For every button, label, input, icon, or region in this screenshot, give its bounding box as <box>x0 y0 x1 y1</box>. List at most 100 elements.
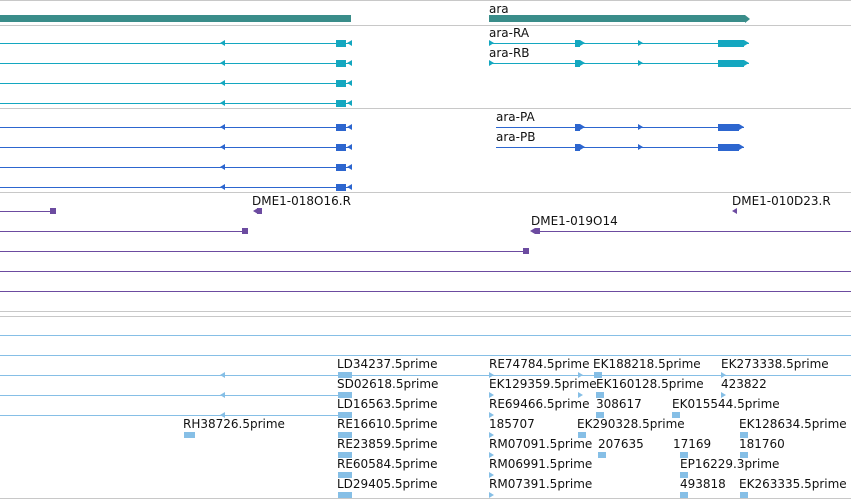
clone-line[interactable] <box>0 211 50 212</box>
est-label: RM06991.5prime <box>489 457 593 471</box>
est-label: RE23859.5prime <box>337 437 438 451</box>
transcript-line[interactable] <box>0 63 352 64</box>
est-mark <box>338 372 352 378</box>
exon-arrow-icon <box>220 124 225 130</box>
exon-arrow-icon <box>489 40 494 46</box>
est-label: RE74784.5prime <box>489 357 590 371</box>
exon-arrow-icon <box>489 60 494 66</box>
est-mark <box>680 472 688 478</box>
clone-end-block <box>50 208 56 214</box>
est-label: RE69466.5prime <box>489 397 590 411</box>
est-mark <box>338 492 352 498</box>
protein-line[interactable] <box>0 147 352 148</box>
exon-arrow-icon <box>347 60 352 66</box>
est-label: EK128634.5prime <box>739 417 847 431</box>
exon-block <box>336 164 346 171</box>
protein-label: ara-PB <box>496 130 536 144</box>
est-line[interactable] <box>0 395 352 396</box>
est-label: 207635 <box>598 437 644 451</box>
clone-line[interactable] <box>0 271 851 272</box>
est-arrow-icon <box>489 392 494 398</box>
transcript-line[interactable] <box>0 43 352 44</box>
clone-line[interactable] <box>540 231 851 232</box>
protein-line[interactable] <box>496 147 744 148</box>
est-label: 308617 <box>596 397 642 411</box>
protein-line[interactable] <box>0 127 352 128</box>
est-label: EK273338.5prime <box>721 357 829 371</box>
transcript-line[interactable] <box>0 103 352 104</box>
est-mark <box>680 452 688 458</box>
exon-arrow-icon <box>580 144 585 150</box>
est-mark <box>338 452 352 458</box>
est-arrow-icon <box>721 392 726 398</box>
est-arrow-icon <box>721 372 726 378</box>
est-arrow-icon <box>489 472 494 478</box>
exon-block <box>336 144 346 151</box>
est-mark <box>680 492 688 498</box>
est-arrow-icon <box>489 452 494 458</box>
clone-line[interactable] <box>0 291 851 292</box>
est-mark <box>740 452 748 458</box>
gene-label: ara <box>489 2 509 16</box>
est-label: EK290328.5prime <box>577 417 685 431</box>
exon-arrow-icon <box>580 40 585 46</box>
track-divider <box>0 316 851 317</box>
est-label: 493818 <box>680 477 726 491</box>
exon-block <box>575 60 580 67</box>
exon-arrow-icon <box>744 60 749 66</box>
est-arrow-icon <box>220 392 225 398</box>
est-line[interactable] <box>0 415 352 416</box>
exon-arrow-icon <box>220 40 225 46</box>
est-mark <box>338 392 352 398</box>
transcript-line[interactable] <box>0 83 352 84</box>
exon-block <box>718 144 739 151</box>
est-mark <box>338 412 352 418</box>
exon-arrow-icon <box>220 184 225 190</box>
est-label: RH38726.5prime <box>183 417 285 431</box>
est-mark <box>596 412 604 418</box>
exon-arrow-icon <box>739 144 744 150</box>
gene-feature-ara[interactable] <box>489 15 745 22</box>
track-divider <box>0 498 851 499</box>
est-line[interactable] <box>0 375 851 376</box>
exon-arrow-icon <box>347 40 352 46</box>
est-arrow-icon <box>220 412 225 418</box>
exon-block <box>336 40 346 47</box>
protein-line[interactable] <box>0 167 352 168</box>
transcript-line[interactable] <box>489 43 749 44</box>
est-label: LD16563.5prime <box>337 397 438 411</box>
gene-feature-left[interactable] <box>0 15 351 22</box>
transcript-label: ara-RB <box>489 46 530 60</box>
est-line[interactable] <box>0 335 851 336</box>
protein-line[interactable] <box>496 127 744 128</box>
exon-arrow-icon <box>347 124 352 130</box>
clone-end-block <box>523 248 529 254</box>
protein-line[interactable] <box>0 187 352 188</box>
exon-arrow-icon <box>220 164 225 170</box>
clone-line[interactable] <box>0 231 242 232</box>
est-mark <box>740 432 748 438</box>
exon-arrow-icon <box>744 40 749 46</box>
est-label: 423822 <box>721 377 767 391</box>
est-arrow-icon <box>220 372 225 378</box>
est-arrow-icon <box>489 412 494 418</box>
est-label: EK015544.5prime <box>672 397 780 411</box>
exon-arrow-icon <box>580 60 585 66</box>
transcript-line[interactable] <box>489 63 749 64</box>
clone-arrow-icon <box>530 228 535 234</box>
clone-arrow-icon <box>732 208 737 214</box>
exon-block <box>575 40 580 47</box>
clone-end-block <box>535 228 540 234</box>
clone-label: DME1-019O14 <box>531 214 618 228</box>
clone-line[interactable] <box>0 251 523 252</box>
clone-end-block <box>242 228 248 234</box>
est-arrow-icon <box>489 372 494 378</box>
est-line[interactable] <box>0 355 851 356</box>
est-label: 17169 <box>673 437 712 451</box>
est-mark <box>596 392 604 398</box>
exon-block <box>336 184 346 191</box>
exon-block <box>336 100 346 107</box>
est-label: EP16229.3prime <box>680 457 780 471</box>
exon-block <box>718 124 739 131</box>
